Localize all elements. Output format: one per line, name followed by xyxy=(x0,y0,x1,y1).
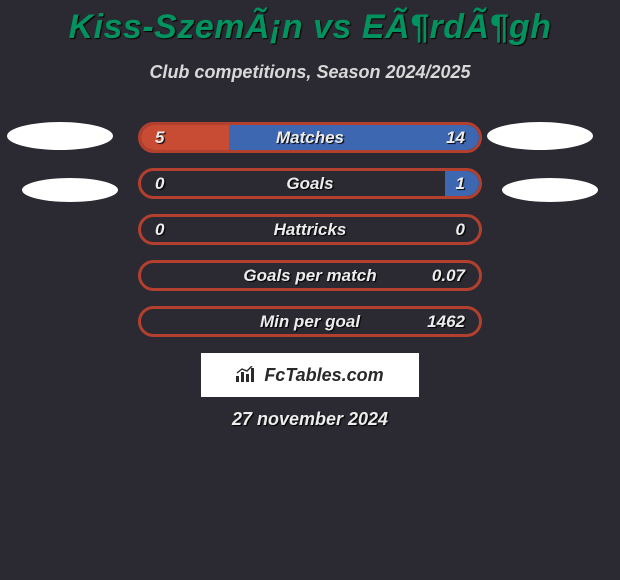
stat-label: Goals xyxy=(286,174,333,194)
date-text: 27 november 2024 xyxy=(0,409,620,430)
stat-row-goals-per-match: Goals per match 0.07 xyxy=(138,260,482,291)
stat-row-hattricks: Hattricks 0 0 xyxy=(138,214,482,245)
attribution-text: FcTables.com xyxy=(264,365,383,386)
stat-row-goals: Goals 0 1 xyxy=(138,168,482,199)
stat-right-value: 1462 xyxy=(427,312,465,332)
page-subtitle: Club competitions, Season 2024/2025 xyxy=(0,62,620,83)
stat-label: Min per goal xyxy=(260,312,360,332)
stat-row-matches: Matches 5 14 xyxy=(138,122,482,153)
page-title: Kiss-SzemÃ¡n vs EÃ¶rdÃ¶gh xyxy=(0,8,620,47)
stat-fill-right xyxy=(229,125,479,150)
stat-left-value: 5 xyxy=(155,128,164,148)
stat-label: Hattricks xyxy=(274,220,347,240)
stat-right-value: 0.07 xyxy=(432,266,465,286)
stat-label: Goals per match xyxy=(243,266,376,286)
stat-right-value: 14 xyxy=(446,128,465,148)
decor-ellipse-0 xyxy=(7,122,113,150)
stat-right-value: 1 xyxy=(456,174,465,194)
attribution-badge: FcTables.com xyxy=(201,353,419,397)
attribution-chart-icon xyxy=(236,366,258,384)
decor-ellipse-1 xyxy=(487,122,593,150)
stat-label: Matches xyxy=(276,128,344,148)
decor-ellipse-3 xyxy=(502,178,598,202)
stat-row-min-per-goal: Min per goal 1462 xyxy=(138,306,482,337)
stat-right-value: 0 xyxy=(456,220,465,240)
decor-ellipse-2 xyxy=(22,178,118,202)
stat-left-value: 0 xyxy=(155,174,164,194)
stat-left-value: 0 xyxy=(155,220,164,240)
